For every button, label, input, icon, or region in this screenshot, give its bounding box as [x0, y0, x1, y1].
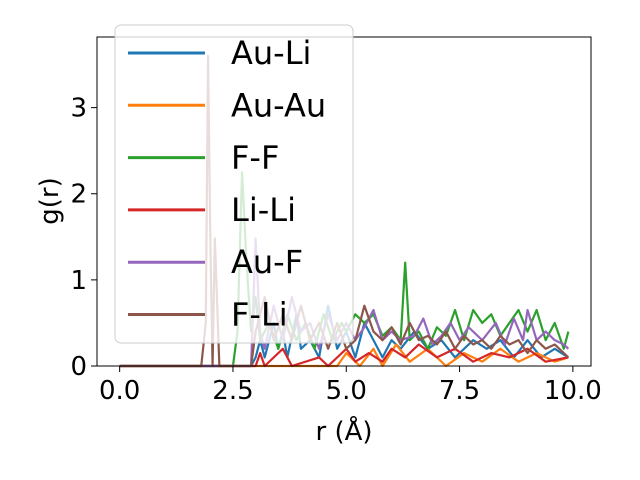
- legend-label: Li-Li: [231, 191, 296, 229]
- y-tick-label: 2: [70, 180, 87, 210]
- x-tick-label: 5.0: [326, 376, 367, 406]
- x-tick-label: 7.5: [439, 376, 480, 406]
- y-axis: 0 1 2 3: [70, 94, 97, 382]
- legend-label: Au-Li: [231, 34, 311, 72]
- x-tick-label: 0.0: [99, 376, 140, 406]
- series-line-3: [119, 343, 569, 368]
- legend-label: Au-F: [231, 243, 303, 281]
- x-tick-label: 10.0: [544, 376, 602, 406]
- legend-label: F-Li: [231, 296, 288, 334]
- y-axis-label: g(r): [35, 177, 65, 224]
- x-axis: 0.0 2.5 5.0 7.5 10.0: [99, 366, 602, 406]
- legend: Au-Li Au-Au F-F Li-Li Au-F F-Li: [114, 24, 354, 344]
- x-axis-label: r (Å): [315, 415, 372, 447]
- legend-label: F-F: [231, 139, 279, 177]
- y-tick-label: 3: [70, 94, 87, 124]
- x-tick-label: 2.5: [212, 376, 253, 406]
- y-tick-label: 0: [70, 352, 87, 382]
- legend-label: Au-Au: [231, 86, 326, 124]
- y-tick-label: 1: [70, 266, 87, 296]
